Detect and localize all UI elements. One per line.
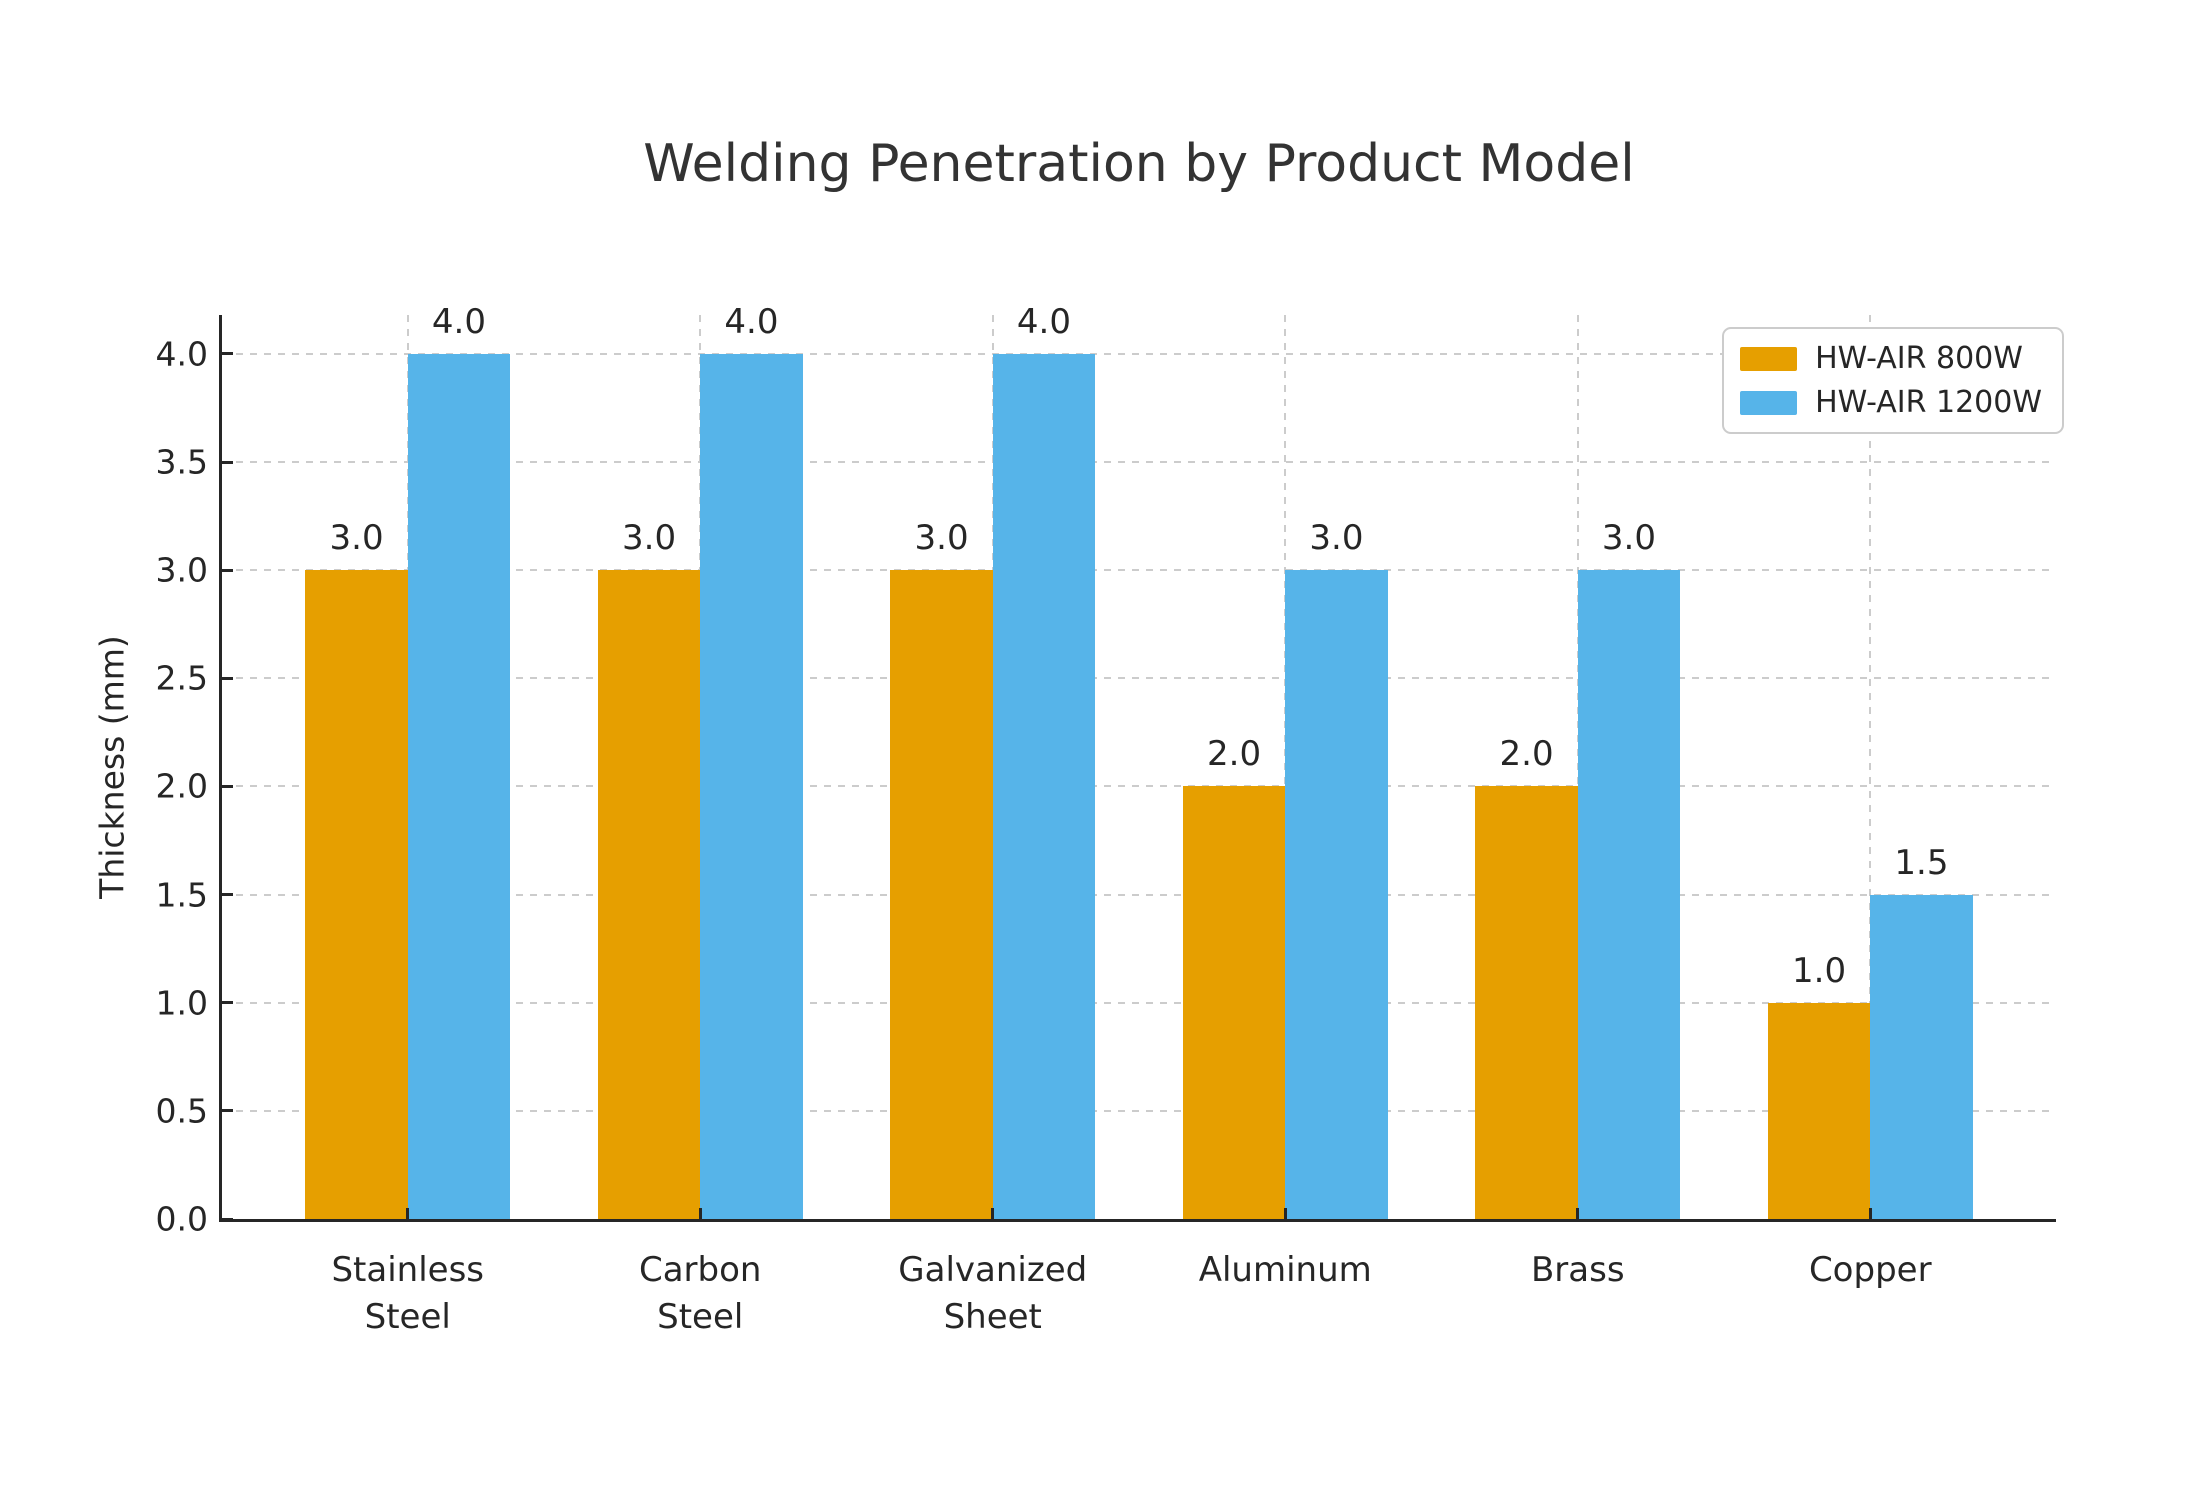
bar-series-800w	[597, 570, 701, 1219]
x-tick-label: Galvanized Sheet	[898, 1250, 1088, 1337]
y-tick-label: 2.5	[155, 658, 208, 698]
h-gridline	[222, 1109, 2056, 1112]
bar-series-800w	[1475, 786, 1578, 1219]
bar-series-800w	[1767, 1002, 1871, 1219]
y-tick-mark	[222, 676, 233, 680]
h-gridline	[222, 785, 2056, 788]
bar-value-label: 2.0	[1207, 734, 1262, 775]
v-gridline	[1869, 315, 1872, 1219]
y-tick-mark	[222, 784, 233, 788]
x-tick-mark	[406, 1208, 410, 1219]
y-tick-mark	[222, 1001, 233, 1005]
bar-series-800w	[890, 570, 993, 1219]
bar-value-label: 3.0	[1309, 518, 1364, 559]
h-gridline	[222, 677, 2056, 680]
y-tick-mark	[222, 352, 233, 356]
bar-series-1200w	[992, 353, 1096, 1219]
bar-value-label: 3.0	[1601, 518, 1656, 559]
h-gridline	[222, 893, 2056, 896]
legend-swatch-1200w	[1740, 390, 1798, 415]
bar-value-label: 4.0	[431, 301, 486, 342]
chart-title: Welding Penetration by Product Model	[643, 134, 1635, 194]
y-tick-label: 0.5	[155, 1091, 208, 1131]
x-tick-label: Brass	[1530, 1250, 1625, 1290]
h-gridline	[222, 352, 2056, 355]
x-tick-label: Stainless Steel	[331, 1250, 485, 1337]
h-gridline	[222, 1001, 2056, 1004]
h-gridline	[222, 461, 2056, 464]
legend-item-1200w: HW-AIR 1200W	[1740, 385, 2042, 420]
y-tick-label: 1.0	[155, 983, 208, 1023]
y-tick-label: 0.0	[155, 1199, 208, 1239]
legend-item-800w: HW-AIR 800W	[1740, 341, 2042, 376]
bar-series-1200w	[1285, 570, 1388, 1219]
legend-label-1200w: HW-AIR 1200W	[1815, 385, 2042, 420]
y-tick-mark	[222, 460, 233, 464]
legend-label-800w: HW-AIR 800W	[1815, 341, 2023, 376]
y-tick-label: 3.5	[155, 442, 208, 482]
y-tick-label: 1.5	[155, 875, 208, 915]
bar-series-1200w	[1577, 570, 1681, 1219]
x-tick-mark	[991, 1208, 995, 1219]
bar-value-label: 4.0	[1016, 301, 1071, 342]
y-tick-label: 4.0	[155, 334, 208, 374]
bar-value-label: 2.0	[1499, 734, 1554, 775]
bar-value-label: 4.0	[724, 301, 779, 342]
y-tick-mark	[222, 1109, 233, 1113]
x-tick-label: Aluminum	[1198, 1250, 1372, 1290]
bar-value-label: 1.0	[1792, 950, 1847, 991]
h-gridline	[222, 569, 2056, 572]
legend-swatch-800w	[1740, 346, 1798, 371]
bar-series-800w	[305, 570, 408, 1219]
x-tick-mark	[1283, 1208, 1287, 1219]
plot-area: HW-AIR 800W HW-AIR 1200W 0.0 0.5 1.0 1.5 2.0…	[156, 302, 2064, 1337]
bar-value-label: 1.5	[1894, 842, 1949, 883]
bar-value-label: 3.0	[622, 518, 677, 559]
bar-value-label: 3.0	[914, 518, 969, 559]
x-tick-label: Carbon Steel	[638, 1250, 762, 1337]
bar-series-1200w	[700, 353, 803, 1219]
bar-series-1200w	[1870, 894, 1973, 1219]
y-tick-label: 2.0	[155, 766, 208, 806]
y-axis-label: Thickness (mm)	[92, 635, 132, 899]
legend: HW-AIR 800W HW-AIR 1200W	[1722, 327, 2064, 434]
y-tick-mark	[222, 1217, 233, 1221]
bar-series-800w	[1182, 786, 1286, 1219]
x-tick-mark	[1868, 1208, 1872, 1219]
y-tick-mark	[222, 893, 233, 897]
bar-value-label: 3.0	[329, 518, 384, 559]
x-tick-mark	[1576, 1208, 1580, 1219]
x-tick-label: Copper	[1808, 1250, 1932, 1290]
x-axis-spine	[219, 1219, 2056, 1222]
x-tick-mark	[698, 1208, 702, 1219]
y-tick-mark	[222, 568, 233, 572]
y-tick-label: 3.0	[155, 550, 208, 590]
y-axis-spine	[219, 315, 222, 1222]
bar-series-1200w	[407, 353, 511, 1219]
